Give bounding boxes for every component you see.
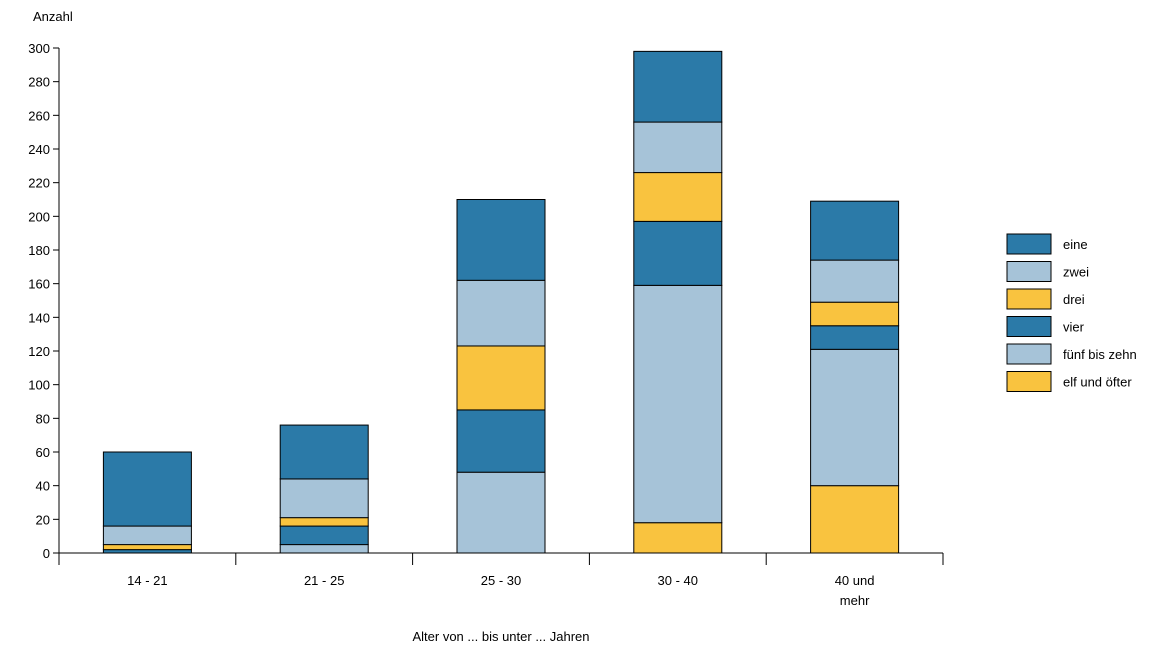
bar-segment xyxy=(633,121,723,174)
x-axis-label: Alter von ... bis unter ... Jahren xyxy=(412,629,589,644)
x-axis: 14 - 21 21 - 25 25 - 30 30 - 40 40 und mehr xyxy=(58,552,944,608)
y-tick-label: 160 xyxy=(28,277,50,292)
y-tick-label: 220 xyxy=(28,176,50,191)
y-tick-label: 300 xyxy=(28,41,50,56)
bar-segment xyxy=(633,284,723,524)
y-axis: 0 20 40 60 80 100 120 140 160 180 200 220 240 260 280 3… xyxy=(28,41,60,561)
bar-segment xyxy=(456,345,546,411)
y-tick-label: 140 xyxy=(28,310,50,325)
bar-segment xyxy=(456,409,546,473)
x-tick-label: 25 - 30 xyxy=(481,573,521,588)
y-tick-label: 60 xyxy=(36,445,50,460)
legend-swatch xyxy=(1006,288,1052,310)
legend-swatch xyxy=(1006,371,1052,392)
y-tick-label: 0 xyxy=(43,546,50,561)
bar-segment xyxy=(102,549,192,554)
bar-segment xyxy=(810,485,900,554)
legend-swatch xyxy=(1006,343,1052,365)
bar-segment xyxy=(279,544,369,554)
x-tick-label: 40 und xyxy=(835,573,875,588)
x-tick-label: mehr xyxy=(840,593,870,608)
bar-segment xyxy=(279,424,369,480)
y-tick-label: 200 xyxy=(28,209,50,224)
legend-label: eine xyxy=(1063,237,1088,252)
y-tick-label: 40 xyxy=(36,479,50,494)
bar-segment xyxy=(279,517,369,527)
y-tick-label: 180 xyxy=(28,243,50,258)
x-tick-label: 21 - 25 xyxy=(304,573,344,588)
legend-label: drei xyxy=(1063,292,1085,307)
x-tick-label: 30 - 40 xyxy=(658,573,698,588)
bar-segment xyxy=(456,471,546,554)
legend-label: zwei xyxy=(1063,265,1089,280)
bars xyxy=(102,50,900,554)
y-tick-label: 120 xyxy=(28,344,50,359)
legend-swatch xyxy=(1006,233,1052,255)
bar-segment xyxy=(810,348,900,487)
y-tick-label: 20 xyxy=(36,512,50,527)
bar-segment xyxy=(456,279,546,347)
y-tick-label: 280 xyxy=(28,75,50,90)
bar-segment xyxy=(633,50,723,123)
bar-segment xyxy=(633,522,723,554)
legend-label: vier xyxy=(1063,320,1085,335)
legend-label: fünf bis zehn xyxy=(1063,347,1137,362)
y-axis-label: Anzahl xyxy=(33,9,73,24)
legend: eine zwei drei vier fünf bis zehn elf und öft… xyxy=(1006,233,1137,392)
bar-segment xyxy=(810,259,900,303)
bar-segment xyxy=(810,200,900,261)
legend-label: elf und öfter xyxy=(1063,375,1132,390)
y-tick-label: 240 xyxy=(28,142,50,157)
bar-segment xyxy=(279,525,369,546)
legend-swatch xyxy=(1006,261,1052,282)
y-tick-label: 100 xyxy=(28,378,50,393)
bar-segment xyxy=(810,325,900,350)
bar-segment xyxy=(633,172,723,222)
y-tick-label: 80 xyxy=(36,411,50,426)
bar-segment xyxy=(102,544,192,551)
bar-segment xyxy=(102,525,192,546)
y-tick-label: 260 xyxy=(28,108,50,123)
bar-segment xyxy=(102,451,192,527)
bar-segment xyxy=(279,478,369,519)
bar-segment xyxy=(633,220,723,286)
bar-segment xyxy=(810,301,900,327)
x-tick-label: 14 - 21 xyxy=(127,573,167,588)
bar-segment xyxy=(456,199,546,281)
legend-swatch xyxy=(1006,316,1052,337)
